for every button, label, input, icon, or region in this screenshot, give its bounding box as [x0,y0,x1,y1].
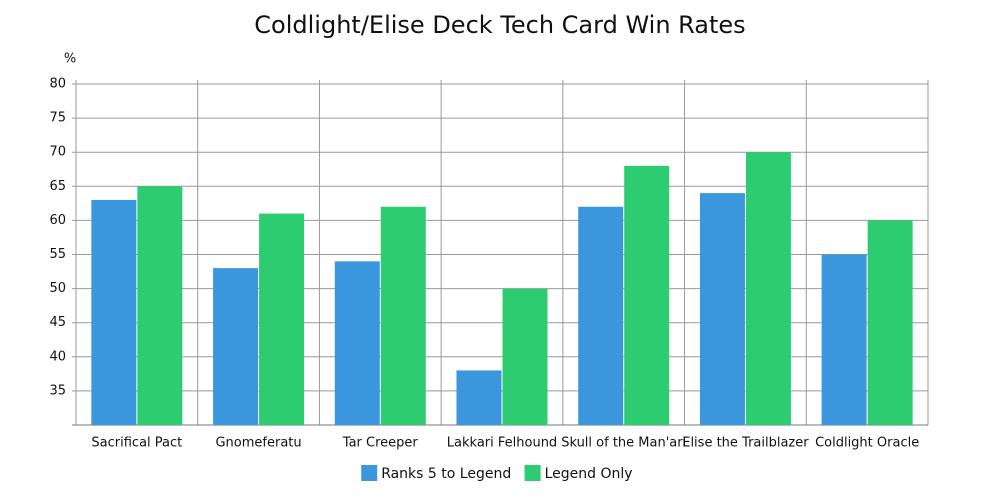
bar [624,165,670,425]
bar [213,268,259,425]
bar [380,206,426,425]
bar [456,370,502,425]
x-tick-label: Coldlight Oracle [815,436,919,451]
y-axis-label: % [64,52,76,67]
y-tick-label: 65 [49,179,66,194]
bar [334,261,380,425]
legend-swatch [524,465,541,481]
y-tick-label: 75 [49,111,66,126]
x-tick-label: Lakkari Felhound [447,436,557,451]
y-tick-label: 70 [49,145,66,160]
y-tick-label: 60 [49,213,66,228]
y-tick-label: 50 [49,281,66,296]
y-tick-label: 55 [49,247,66,262]
legend-label: Legend Only [545,466,633,482]
y-tick-label: 45 [49,315,66,330]
y-tick-label: 80 [49,77,66,92]
x-tick-label: Sacrifical Pact [91,436,182,451]
bar [699,193,745,425]
bar [91,199,137,425]
x-tick-label: Elise the Trailblazer [682,436,809,451]
x-tick-label: Gnomeferatu [215,436,301,451]
bar [578,206,624,425]
bar [137,186,183,425]
legend-swatch [361,465,378,481]
bar [745,152,791,425]
bar [259,213,305,425]
bar [502,288,548,425]
x-tick-label: Skull of the Man'ari [561,436,686,451]
chart-title: Coldlight/Elise Deck Tech Card Win Rates [254,11,745,39]
legend-label: Ranks 5 to Legend [381,466,511,482]
y-tick-label: 35 [49,383,66,398]
bar [867,220,913,425]
y-tick-label: 40 [49,349,66,364]
bar [821,254,867,425]
x-tick-label: Tar Creeper [342,436,419,451]
